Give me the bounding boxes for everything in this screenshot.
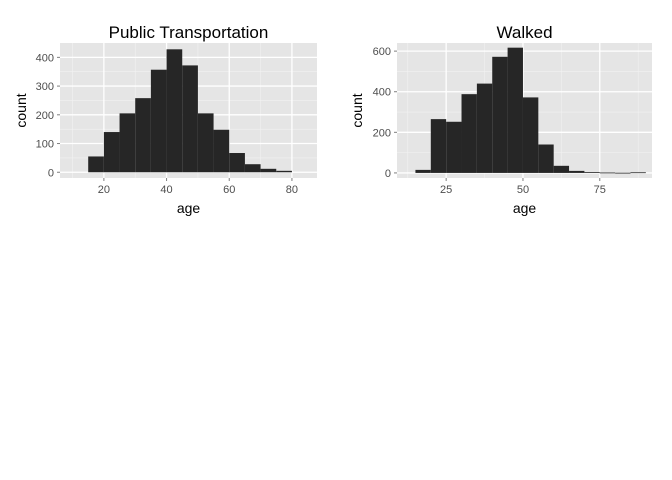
y-tick-label: 300 [36,81,54,93]
x-tick-labels: 25 50 75 [440,178,606,196]
histogram-bar [88,156,104,173]
histogram-bar [492,56,508,173]
histogram-bar [244,164,261,173]
histogram-bar [197,113,214,173]
histogram-bar [119,113,136,173]
histogram-bar [630,172,646,174]
y-tick-label: 200 [36,110,54,122]
x-tick-label: 75 [594,184,606,196]
x-tick-label: 80 [286,184,298,196]
y-tick-label: 400 [373,87,391,99]
x-tick-labels: 20 40 60 80 [98,178,298,196]
y-tick-label: 200 [373,127,391,139]
x-axis-label: age [177,200,201,216]
x-tick-label: 60 [223,184,235,196]
x-tick-label: 50 [517,184,529,196]
chart-panel-public-transportation: Public Transportation 20 40 60 80 0 100 200 30… [13,23,317,216]
x-tick-label: 40 [160,184,172,196]
histogram-bar [476,83,493,173]
histogram-bar [229,153,245,173]
histogram-bar [150,69,167,173]
chart-title: Public Transportation [109,23,269,42]
histogram-bar [507,47,523,173]
histogram-bar [538,144,554,173]
x-tick-label: 20 [98,184,110,196]
chart-title: Walked [496,23,552,42]
histogram-bar [522,97,539,173]
histogram-bar [584,172,600,173]
y-tick-label: 0 [385,168,391,180]
histogram-bar [569,170,585,173]
histogram-bar [103,132,120,173]
histogram-bar [553,165,570,173]
histogram-bar [430,119,447,173]
y-tick-label: 100 [36,139,54,151]
histogram-bar [415,169,431,173]
chart-panel-walked: Walked 25 50 75 0 200 400 600 age count [349,23,652,216]
y-axis-label: count [349,93,365,127]
y-tick-labels: 0 200 400 600 [373,46,397,180]
bars [88,49,292,173]
histogram-bar [166,49,183,173]
x-axis-label: age [513,200,537,216]
histogram-bar [182,65,198,173]
histogram-bar [615,172,631,174]
histogram-bar [213,129,230,173]
x-tick-label: 25 [440,184,452,196]
y-axis-label: count [13,93,29,127]
y-tick-label: 600 [373,46,391,58]
histogram-bar [446,121,462,173]
histogram-bar [461,94,477,173]
histogram-bar [135,98,151,173]
histogram-bar [599,172,616,174]
y-tick-label: 400 [36,52,54,64]
y-tick-labels: 0 100 200 300 400 [36,52,60,179]
histogram-bar [260,168,277,173]
histogram-bar [276,170,292,173]
bars [415,47,646,174]
y-tick-label: 0 [48,167,54,179]
